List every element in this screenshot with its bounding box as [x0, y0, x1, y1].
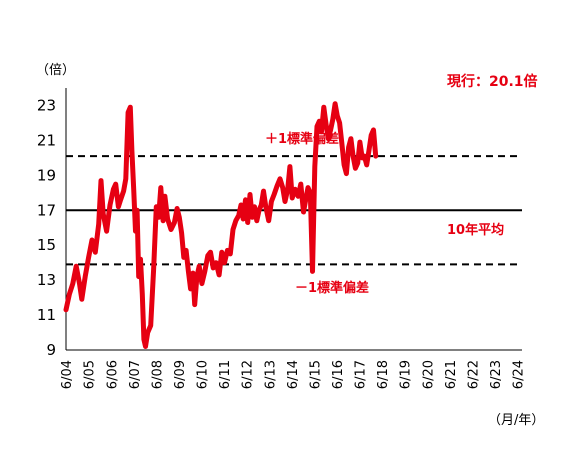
x-unit-label: （月/年） [488, 413, 544, 428]
x-tick-label: 6/24 [512, 360, 527, 389]
x-tick-label: 6/23 [489, 360, 504, 389]
y-tick-label: 9 [46, 341, 56, 359]
y-tick-label: 21 [37, 131, 56, 149]
x-tick-label: 6/17 [354, 360, 369, 389]
x-tick-label: 6/05 [83, 360, 98, 389]
series-line-0 [63, 101, 379, 349]
current-value-label: 現行：20.1倍 [447, 73, 538, 90]
x-axis-ticks: 6/04 6/05 6/06 6/07 6/08 6/09 6/10 6/11 6/12 6/13… [60, 360, 526, 389]
x-tick-label: 6/10 [196, 360, 211, 389]
x-tick-label: 6/19 [399, 360, 414, 389]
x-tick-label: 6/20 [421, 360, 436, 389]
average-label: 10年平均 [447, 222, 504, 238]
x-tick-label: 6/16 [331, 360, 346, 389]
x-tick-label: 6/09 [173, 360, 188, 389]
x-tick-label: 6/15 [308, 360, 323, 389]
y-tick-label: 17 [37, 201, 56, 219]
x-tick-label: 6/22 [466, 360, 481, 389]
y-tick-label: 11 [37, 306, 56, 324]
x-tick-label: 6/12 [241, 360, 256, 389]
y-tick-label: 15 [37, 236, 56, 254]
x-tick-label: 6/07 [128, 360, 143, 389]
x-tick-label: 6/08 [150, 360, 165, 389]
y-tick-label: 19 [37, 166, 56, 184]
x-tick-label: 6/13 [263, 360, 278, 389]
y-unit-label: （倍） [36, 63, 75, 78]
x-tick-label: 6/18 [376, 360, 391, 389]
x-tick-label: 6/04 [60, 360, 75, 389]
series-layer [63, 101, 379, 349]
y-axis-ticks: 9 11 13 15 17 19 21 23 [37, 96, 56, 359]
plus-1sd-label: ＋1標準偏差 [265, 131, 339, 147]
y-tick-label: 23 [37, 96, 56, 114]
y-tick-label: 13 [37, 271, 56, 289]
x-tick-label: 6/21 [444, 360, 459, 389]
x-tick-label: 6/14 [286, 360, 301, 389]
minus-1sd-label: －1標準偏差 [295, 280, 369, 296]
x-tick-label: 6/06 [105, 360, 120, 389]
x-tick-label: 6/11 [218, 360, 233, 389]
